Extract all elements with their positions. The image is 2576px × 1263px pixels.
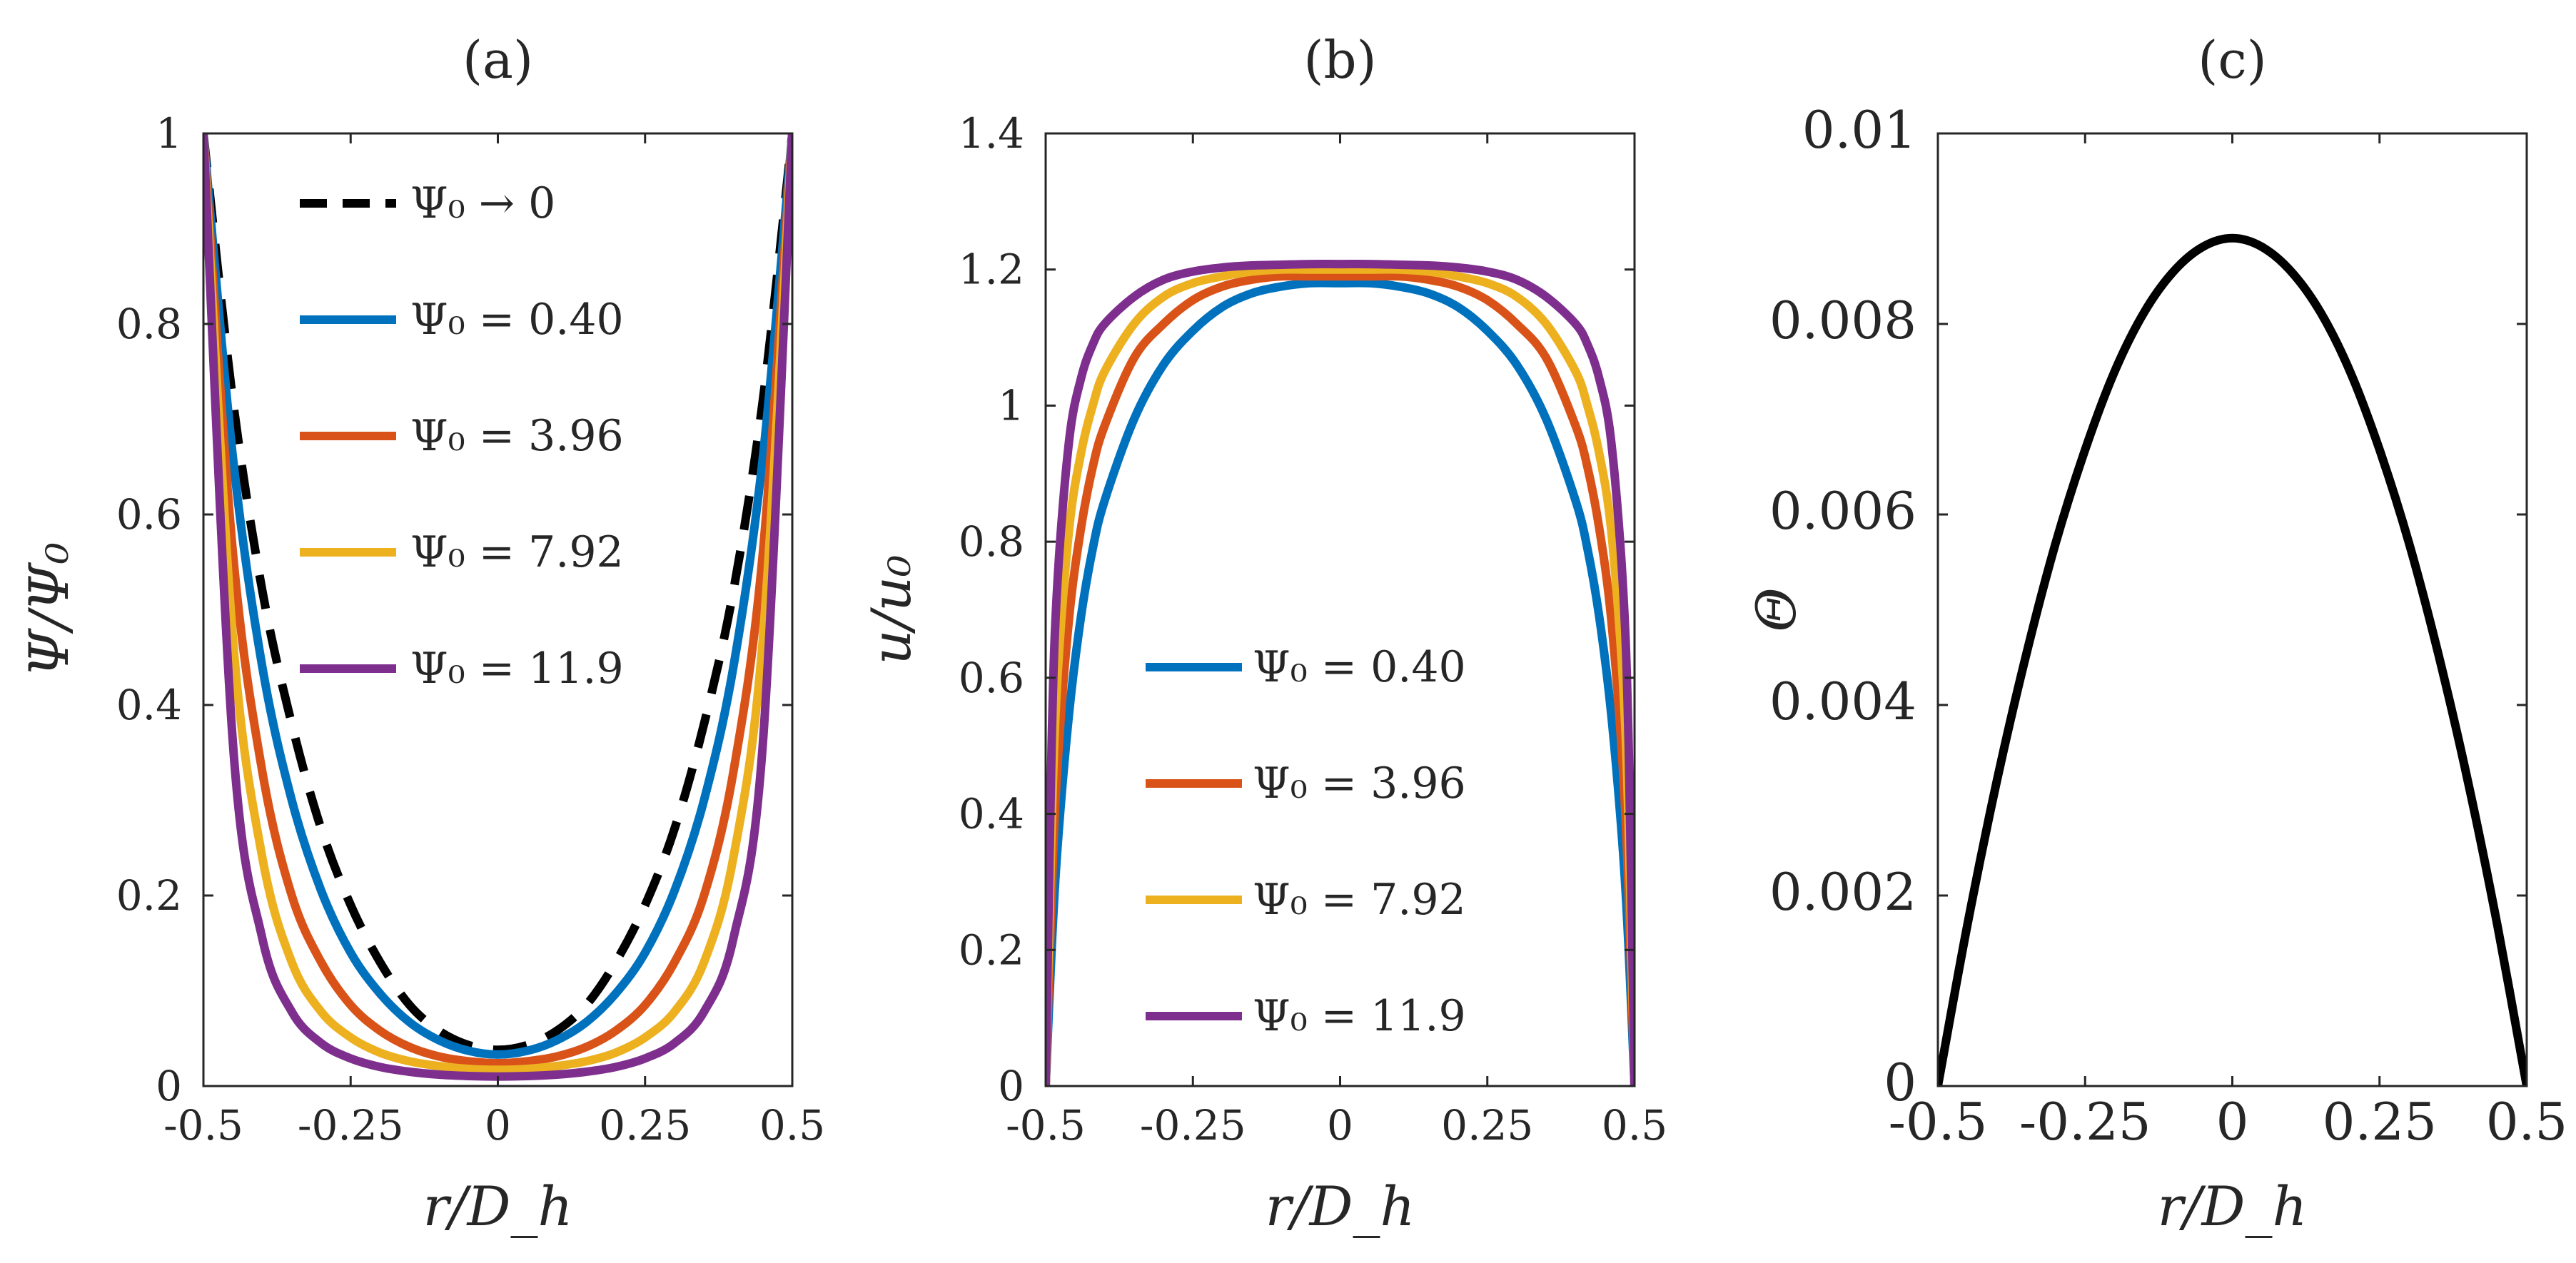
panel-title: (b) bbox=[1303, 30, 1376, 90]
legend-entry: Ψ₀ → 0 bbox=[410, 178, 555, 228]
legend-entry: Ψ₀ = 11.9 bbox=[410, 644, 624, 694]
y-axis-label: Ψ/Ψ₀ bbox=[17, 542, 81, 677]
series-line-0 bbox=[1938, 233, 2527, 1087]
panel-b: (b) -0.5 -0.25 0 0.25 0.5 0 0.2 0.4 0.6 0.8 1 1.2 1.4… bbox=[859, 30, 1667, 1238]
legend-entry: Ψ₀ = 3.96 bbox=[410, 411, 624, 461]
legend-entry: Ψ₀ = 7.92 bbox=[410, 527, 624, 577]
y-tick-label: 0.8 bbox=[116, 300, 182, 348]
y-tick-label: 0.006 bbox=[1769, 481, 1916, 541]
x-tick-label: 0.25 bbox=[1441, 1101, 1533, 1150]
x-tick-label: -0.25 bbox=[298, 1101, 404, 1150]
axes-frame bbox=[1936, 132, 2528, 1087]
y-tick-label: 0.008 bbox=[1769, 290, 1916, 350]
series-line-3 bbox=[203, 133, 792, 1075]
panel-c: (c) -0.5 -0.25 0 0.25 0.5 0 0.002 0.004 0.006 0.00… bbox=[1744, 30, 2567, 1238]
curves bbox=[1938, 233, 2527, 1087]
y-tick-label: 0.6 bbox=[116, 490, 182, 539]
legend-entry: Ψ₀ = 0.40 bbox=[410, 295, 624, 345]
series-line-3 bbox=[1046, 260, 1635, 1087]
y-tick-label: 1.2 bbox=[959, 245, 1024, 294]
x-tick-label: -0.25 bbox=[1140, 1101, 1246, 1150]
series-line-0 bbox=[1046, 278, 1635, 1087]
x-tick-label: 0.25 bbox=[599, 1101, 691, 1150]
y-tick-label: 0.6 bbox=[959, 654, 1024, 702]
x-tick-label: 0.5 bbox=[1602, 1101, 1667, 1150]
y-axis-label: Θ bbox=[1744, 587, 1808, 632]
panel-title: (c) bbox=[2198, 30, 2267, 90]
x-tick-label: -0.5 bbox=[163, 1101, 243, 1150]
y-tick-label: 0.004 bbox=[1769, 671, 1916, 731]
y-tick-label: 0 bbox=[1884, 1052, 1916, 1112]
x-tick-label: 0.5 bbox=[759, 1101, 825, 1150]
y-tick-label: 0.2 bbox=[116, 871, 182, 920]
x-tick-label: -0.5 bbox=[1006, 1101, 1086, 1150]
panel-title: (a) bbox=[463, 30, 533, 90]
x-tick-label: -0.25 bbox=[2019, 1092, 2151, 1152]
y-tick-label: 0 bbox=[156, 1062, 182, 1110]
x-tick-label: 0.25 bbox=[2323, 1092, 2437, 1152]
x-tick-label: 0 bbox=[1327, 1101, 1353, 1150]
x-tick-label: -0.5 bbox=[1889, 1092, 1988, 1152]
y-tick-label: 1.4 bbox=[959, 109, 1024, 158]
y-tick-label: 0.4 bbox=[959, 790, 1024, 838]
series-line-2 bbox=[1046, 265, 1635, 1087]
axes-frame bbox=[202, 132, 794, 1087]
legend-entry: Ψ₀ = 0.40 bbox=[1253, 642, 1466, 692]
series-line-4 bbox=[203, 133, 792, 1081]
y-axis-label: u/u₀ bbox=[859, 555, 923, 665]
series-line-2 bbox=[203, 133, 792, 1067]
y-tick-label: 0.002 bbox=[1769, 862, 1916, 922]
series-line-1 bbox=[203, 133, 792, 1059]
x-tick-label: 0 bbox=[2216, 1092, 2249, 1152]
series-line-1 bbox=[1046, 271, 1635, 1087]
y-tick-label: 0.01 bbox=[1802, 100, 1916, 160]
x-axis-label: r/D_h bbox=[2158, 1175, 2308, 1238]
x-tick-label: 0.5 bbox=[2486, 1092, 2568, 1152]
x-axis-label: r/D_h bbox=[1266, 1175, 1415, 1238]
y-tick-label: 0.4 bbox=[116, 681, 182, 729]
legend-entry: Ψ₀ = 7.92 bbox=[1253, 875, 1466, 925]
y-tick-label: 1 bbox=[156, 109, 182, 158]
legend: Ψ₀ = 0.40 Ψ₀ = 3.96 Ψ₀ = 7.92 Ψ₀ = 11.9 bbox=[1146, 642, 1466, 1041]
curves bbox=[1046, 260, 1635, 1087]
series-line-0 bbox=[203, 133, 792, 1055]
legend-entry: Ψ₀ = 11.9 bbox=[1253, 991, 1466, 1041]
y-tick-label: 0 bbox=[998, 1062, 1024, 1110]
legend: Ψ₀ → 0 Ψ₀ = 0.40 Ψ₀ = 3.96 Ψ₀ = 7.92 Ψ₀ = 11… bbox=[300, 178, 624, 694]
y-tick-label: 1 bbox=[998, 381, 1024, 430]
y-tick-label: 0.8 bbox=[959, 517, 1024, 566]
y-tick-label: 0.2 bbox=[959, 925, 1024, 974]
legend-entry: Ψ₀ = 3.96 bbox=[1253, 759, 1466, 808]
x-axis-label: r/D_h bbox=[423, 1175, 573, 1238]
curves bbox=[203, 133, 792, 1081]
panel-a: (a) -0.5 -0.25 0 0.25 0.5 0 0.2 0.4 0.6 0.8 1 r/D_h Ψ… bbox=[17, 30, 825, 1238]
x-tick-label: 0 bbox=[485, 1101, 511, 1150]
